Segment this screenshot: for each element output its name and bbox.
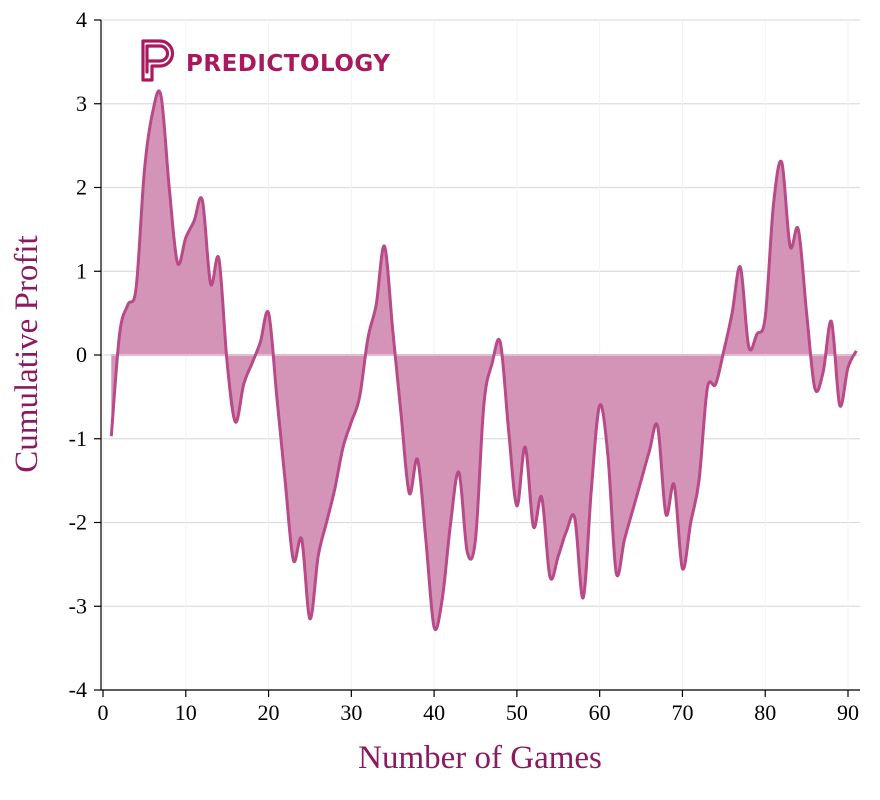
x-tick-label: 80 <box>754 700 776 725</box>
x-axis-title: Number of Games <box>358 740 602 776</box>
y-tick-label: 3 <box>76 91 87 116</box>
y-tick-label: -4 <box>69 677 87 702</box>
x-tick-label: 30 <box>340 700 362 725</box>
x-tick-label: 40 <box>423 700 445 725</box>
x-tick-label: 0 <box>98 700 109 725</box>
profit-area-fill <box>111 90 857 630</box>
predictology-logo-icon <box>141 39 175 82</box>
y-tick-label: -1 <box>69 426 87 451</box>
y-tick-label: -2 <box>69 510 87 535</box>
x-axis-ticks: 0 10 20 30 40 50 60 70 80 90 <box>98 690 859 725</box>
y-axis-title: Cumulative Profit <box>9 235 45 472</box>
y-tick-label: 0 <box>76 342 87 367</box>
y-tick-label: -3 <box>69 593 87 618</box>
x-tick-label: 50 <box>506 700 528 725</box>
brand-logo: PREDICTOLOGY <box>141 39 390 82</box>
brand-name: PREDICTOLOGY <box>186 51 390 77</box>
x-tick-label: 60 <box>589 700 611 725</box>
profit-line <box>109 89 858 631</box>
x-tick-label: 70 <box>671 700 693 725</box>
x-tick-label: 10 <box>175 700 197 725</box>
x-tick-label: 90 <box>837 700 859 725</box>
y-axis-ticks: 4 3 2 1 0 -1 -2 -3 -4 <box>69 7 101 702</box>
x-tick-label: 20 <box>258 700 280 725</box>
y-tick-label: 2 <box>76 175 87 200</box>
y-tick-label: 1 <box>76 258 87 283</box>
y-tick-label: 4 <box>76 7 87 32</box>
